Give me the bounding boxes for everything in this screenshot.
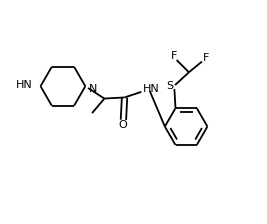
Text: F: F [203, 52, 209, 62]
Text: HN: HN [143, 84, 159, 94]
Text: F: F [171, 51, 177, 61]
Text: HN: HN [16, 80, 33, 90]
Text: S: S [166, 81, 173, 91]
Text: N: N [89, 84, 98, 94]
Text: O: O [119, 121, 127, 130]
